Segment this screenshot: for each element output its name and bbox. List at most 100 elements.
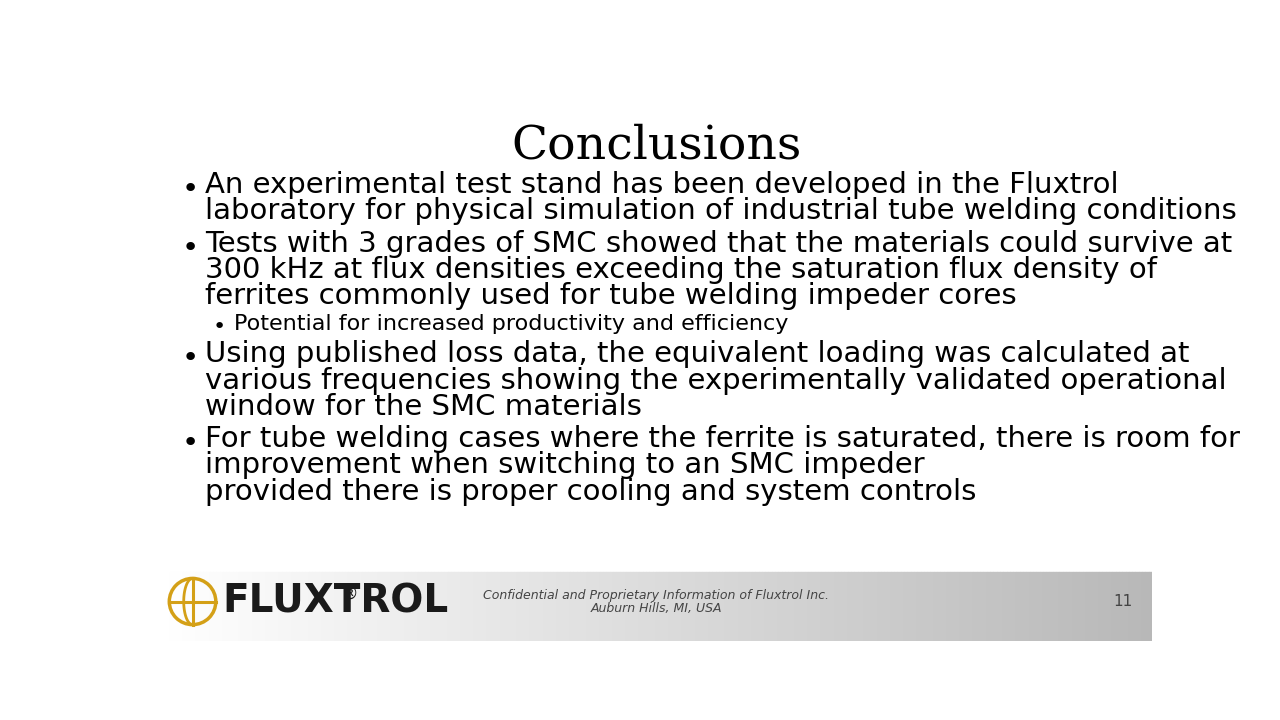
Bar <box>527 572 530 641</box>
Bar <box>609 572 613 641</box>
Bar <box>659 572 663 641</box>
Bar <box>1085 572 1089 641</box>
Bar <box>636 572 640 641</box>
Bar <box>762 572 765 641</box>
Bar <box>484 572 488 641</box>
Bar <box>841 572 845 641</box>
Bar <box>1146 572 1148 641</box>
Bar <box>947 572 950 641</box>
Bar <box>749 572 751 641</box>
Bar <box>348 572 352 641</box>
Bar <box>567 572 570 641</box>
Bar <box>312 572 315 641</box>
Bar <box>1060 572 1062 641</box>
Bar <box>1129 572 1133 641</box>
Bar <box>805 572 808 641</box>
Bar <box>712 572 716 641</box>
Text: •: • <box>182 175 198 203</box>
Bar <box>966 572 970 641</box>
Bar <box>283 572 285 641</box>
Bar <box>927 572 931 641</box>
Bar <box>845 572 847 641</box>
Bar <box>623 572 626 641</box>
Bar <box>997 572 1000 641</box>
Bar <box>1023 572 1027 641</box>
Bar <box>315 572 319 641</box>
Bar <box>682 572 686 641</box>
Bar <box>415 572 417 641</box>
Bar <box>887 572 891 641</box>
Bar <box>521 572 524 641</box>
Bar <box>358 572 362 641</box>
Bar <box>371 572 375 641</box>
Bar <box>878 572 881 641</box>
Bar <box>973 572 977 641</box>
Bar <box>398 572 402 641</box>
Bar <box>705 572 709 641</box>
Bar <box>300 572 302 641</box>
Bar <box>273 572 275 641</box>
Bar <box>870 572 874 641</box>
Bar <box>931 572 934 641</box>
Bar <box>831 572 835 641</box>
Bar <box>1076 572 1079 641</box>
Bar <box>507 572 511 641</box>
Bar <box>603 572 607 641</box>
Bar <box>884 572 887 641</box>
Bar <box>471 572 474 641</box>
Bar <box>676 572 680 641</box>
Bar <box>812 572 814 641</box>
Bar <box>600 572 603 641</box>
Bar <box>408 572 411 641</box>
Text: •: • <box>182 344 198 372</box>
Bar <box>1096 572 1100 641</box>
Bar <box>943 572 947 641</box>
Bar <box>252 572 256 641</box>
Text: •: • <box>212 318 227 338</box>
Bar <box>212 572 216 641</box>
Bar <box>1083 572 1085 641</box>
Bar <box>632 572 636 641</box>
Bar <box>983 572 987 641</box>
Bar <box>1125 572 1129 641</box>
Bar <box>204 572 206 641</box>
Bar <box>497 572 500 641</box>
Bar <box>653 572 657 641</box>
Text: 300 kHz at flux densities exceeding the saturation flux density of: 300 kHz at flux densities exceeding the … <box>205 256 1157 284</box>
Bar <box>279 572 283 641</box>
Bar <box>227 572 229 641</box>
Bar <box>302 572 306 641</box>
Bar <box>504 572 507 641</box>
Bar <box>329 572 332 641</box>
Bar <box>164 572 166 641</box>
Bar <box>772 572 776 641</box>
Bar <box>438 572 442 641</box>
Bar <box>960 572 964 641</box>
Bar <box>206 572 210 641</box>
Bar <box>918 572 920 641</box>
Bar <box>362 572 365 641</box>
Bar <box>1020 572 1023 641</box>
Text: window for the SMC materials: window for the SMC materials <box>205 393 641 421</box>
Text: Conclusions: Conclusions <box>511 123 801 168</box>
Text: ®: ® <box>342 585 358 603</box>
Bar <box>1119 572 1123 641</box>
Bar <box>494 572 498 641</box>
Bar <box>266 572 269 641</box>
Bar <box>524 572 527 641</box>
Bar <box>223 572 227 641</box>
Bar <box>669 572 672 641</box>
Bar <box>250 572 252 641</box>
Bar <box>630 572 632 641</box>
Bar <box>937 572 941 641</box>
Bar <box>620 572 623 641</box>
Bar <box>957 572 960 641</box>
Text: Potential for increased productivity and efficiency: Potential for increased productivity and… <box>234 315 788 334</box>
Bar <box>858 572 861 641</box>
Bar <box>200 572 204 641</box>
Bar <box>914 572 918 641</box>
Bar <box>742 572 745 641</box>
Bar <box>759 572 762 641</box>
Bar <box>346 572 348 641</box>
Bar <box>640 572 643 641</box>
